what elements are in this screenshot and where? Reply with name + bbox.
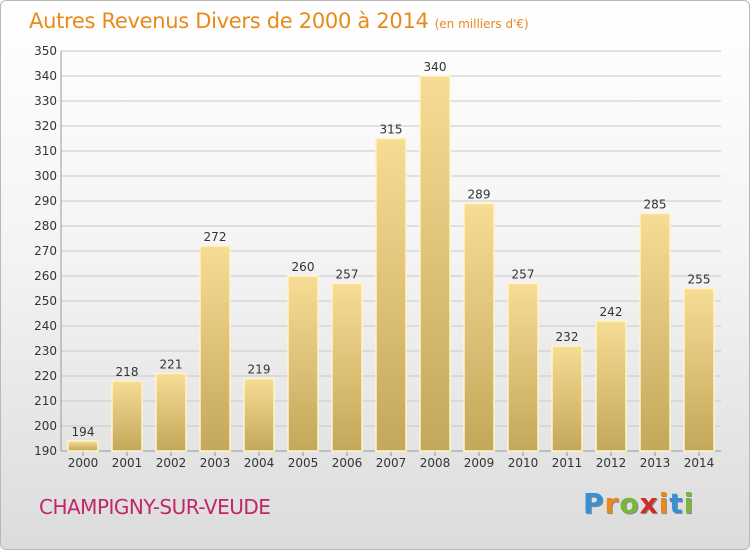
x-tick-label: 2002 [156,456,187,470]
y-tick-label: 190 [34,444,57,458]
y-tick-label: 350 [34,44,57,58]
bar-2014 [683,287,715,452]
bar-2001 [111,380,143,452]
y-tick-label: 300 [34,169,57,183]
x-tick-label: 2014 [684,456,715,470]
data-labels: 194 218 221 272 219 260 257 315 340 289 257 232 242 2… [72,60,711,439]
data-label: 218 [116,365,139,379]
y-tick-label: 340 [34,69,57,83]
x-tick-label: 2009 [464,456,495,470]
data-label: 194 [72,425,95,439]
y-tick-label: 240 [34,319,57,333]
x-tick-label: 2011 [552,456,583,470]
x-tick-label: 2000 [68,456,99,470]
x-tick-label: 2008 [420,456,451,470]
x-tick-labels: 2000 2001 2002 2003 2004 2005 2006 2007 2008 2009… [68,456,715,470]
x-tick-label: 2012 [596,456,627,470]
data-label: 289 [468,188,491,202]
x-tick-label: 2005 [288,456,319,470]
data-label: 257 [336,268,359,282]
bar-2008 [419,75,451,452]
bar-2003 [199,245,231,452]
logo-letter: o [619,487,640,520]
x-tick-label: 2001 [112,456,143,470]
bar-2009 [463,202,495,452]
data-label: 340 [424,60,447,74]
y-tick-label: 230 [34,344,57,358]
x-tick-label: 2003 [200,456,231,470]
y-tick-label: 270 [34,244,57,258]
data-label: 232 [556,330,579,344]
x-tick-label: 2006 [332,456,363,470]
data-label: 257 [512,268,535,282]
logo-letter: i [683,487,695,520]
logo-letter: i [658,487,670,520]
bar-2000 [67,440,99,452]
x-tick-label: 2004 [244,456,275,470]
x-tick-label: 2007 [376,456,407,470]
y-tick-label: 210 [34,394,57,408]
logo-letter: t [669,487,684,520]
chart-unit: (en milliers d'€) [434,17,529,31]
y-tick-label: 250 [34,294,57,308]
bar-2004 [243,377,275,452]
bars [67,75,715,452]
logo-letter: r [604,487,620,520]
data-label: 285 [644,198,667,212]
data-label: 255 [688,273,711,287]
data-label: 219 [248,363,271,377]
bar-2007 [375,137,407,452]
y-tick-label: 280 [34,219,57,233]
location-name: CHAMPIGNY-SUR-VEUDE [39,495,271,519]
bar-2005 [287,275,319,452]
y-tick-label: 200 [34,419,57,433]
y-tick-label: 290 [34,194,57,208]
bar-2002 [155,372,187,452]
bar-2012 [595,320,627,452]
chart-title-text: Autres Revenus Divers de 2000 à 2014 [29,9,429,33]
proxiti-logo: Proxiti [583,487,694,520]
chart-title: Autres Revenus Divers de 2000 à 2014 (en … [29,9,529,33]
bar-2011 [551,345,583,452]
y-tick-label: 260 [34,269,57,283]
y-tick-label: 310 [34,144,57,158]
y-tick-labels: 190 200 210 220 230 240 250 260 270 280 290 300 310 3… [34,44,57,458]
bar-2013 [639,212,671,452]
bar-2010 [507,282,539,452]
y-tick-label: 320 [34,119,57,133]
data-label: 260 [292,260,315,274]
logo-letter: x [639,487,659,520]
data-label: 221 [160,358,183,372]
data-label: 315 [380,123,403,137]
data-label: 242 [600,305,623,319]
y-tick-label: 330 [34,94,57,108]
data-label: 272 [204,230,227,244]
y-tick-label: 220 [34,369,57,383]
x-tick-label: 2013 [640,456,671,470]
x-tick-label: 2010 [508,456,539,470]
bar-2006 [331,282,363,452]
logo-letter: P [583,487,605,520]
